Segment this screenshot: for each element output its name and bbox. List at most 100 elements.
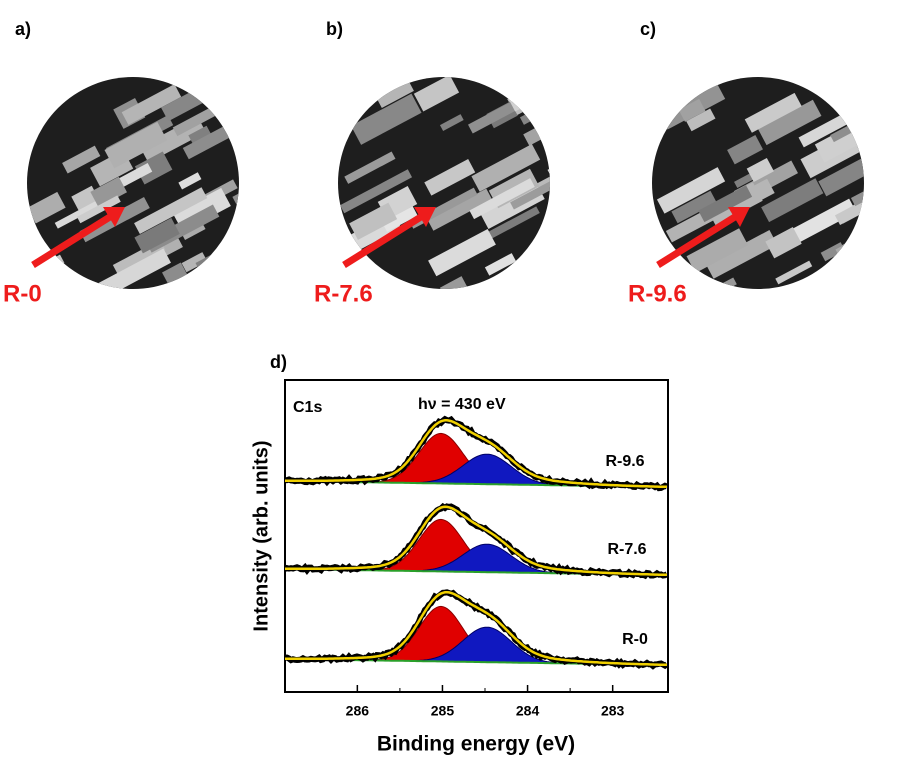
domain — [188, 125, 212, 145]
arrow-head — [414, 207, 436, 227]
domain — [232, 168, 239, 206]
domain — [533, 77, 550, 89]
domain — [221, 91, 239, 127]
domain — [121, 84, 182, 125]
curve-label: R-9.6 — [605, 453, 644, 470]
domain — [104, 121, 168, 169]
spectra — [285, 415, 668, 670]
domain — [698, 185, 753, 223]
domain — [537, 225, 550, 271]
domain — [820, 242, 846, 262]
domain — [469, 178, 535, 220]
arrow — [342, 212, 426, 268]
chart-title: C1s — [293, 399, 322, 416]
curve-label: R-0 — [622, 631, 648, 648]
domain — [216, 78, 239, 108]
domain — [350, 93, 422, 145]
domain — [439, 276, 468, 289]
domain — [830, 77, 864, 110]
domain — [338, 77, 382, 85]
domain — [484, 253, 517, 276]
panel-label: a) — [15, 19, 31, 39]
domain — [340, 169, 413, 214]
domain — [76, 195, 121, 224]
domain — [784, 198, 857, 247]
domain — [744, 92, 802, 133]
x-tick-label: 286 — [346, 703, 370, 719]
panel-label: b) — [326, 19, 343, 39]
domain — [523, 105, 550, 146]
domain — [181, 252, 208, 273]
fit — [285, 505, 667, 577]
domain — [542, 218, 550, 261]
curve-label: R-7.6 — [607, 541, 646, 558]
domain — [380, 203, 418, 232]
x-tick-label: 284 — [516, 703, 540, 719]
domain — [656, 167, 726, 214]
micrograph: a) R-0 — [3, 19, 239, 307]
domain — [468, 98, 522, 134]
domain — [439, 114, 464, 131]
domain — [486, 206, 540, 240]
x-tick-label: 283 — [601, 703, 625, 719]
domain — [818, 147, 864, 197]
domain — [686, 108, 716, 132]
domain — [222, 230, 239, 283]
domain — [349, 202, 398, 240]
panel-label: d) — [270, 352, 287, 372]
domain — [855, 201, 864, 245]
panel-label: c) — [640, 19, 656, 39]
micrograph: c) R-9.6 — [628, 19, 864, 307]
domain — [428, 228, 496, 277]
x-tick-label: 285 — [431, 703, 455, 719]
image-texture — [27, 78, 239, 289]
domain — [775, 260, 813, 285]
domain — [222, 235, 239, 261]
domain — [686, 228, 749, 274]
domain — [134, 151, 173, 185]
domain — [413, 77, 460, 112]
domain — [727, 135, 763, 165]
arrow — [31, 212, 115, 268]
domain — [705, 229, 778, 279]
domain — [547, 146, 550, 189]
domain — [508, 77, 550, 112]
sample-label: R-7.6 — [314, 280, 373, 307]
domain — [424, 159, 476, 196]
arrow — [656, 212, 740, 268]
domain — [344, 151, 396, 184]
domain — [761, 178, 824, 223]
fit — [285, 590, 667, 667]
x-axis-label: Binding energy (eV) — [377, 733, 575, 756]
domain — [471, 144, 541, 192]
domain — [834, 178, 864, 226]
domain — [427, 188, 493, 231]
domain — [765, 227, 802, 259]
y-axis-label: Intensity (arb. units) — [250, 440, 272, 631]
micrographs: a) R-0 b) R-7.6 c) R-9.6 — [3, 19, 864, 307]
domain — [90, 176, 128, 208]
micrograph: b) R-7.6 — [314, 19, 550, 307]
domain — [178, 172, 202, 190]
domain — [134, 217, 180, 254]
domain — [539, 268, 550, 286]
domain — [671, 190, 717, 224]
sample-label: R-0 — [3, 280, 42, 307]
domain — [134, 187, 208, 234]
domain — [746, 157, 774, 182]
annotation: hν = 430 eV — [418, 396, 506, 413]
fit — [285, 419, 667, 489]
domain — [62, 145, 101, 174]
arrow-head — [728, 207, 750, 227]
domain — [678, 98, 706, 122]
sample-label: R-9.6 — [628, 280, 687, 307]
domain — [757, 99, 822, 146]
domain — [519, 87, 550, 125]
arrow-head — [103, 207, 125, 227]
domain — [814, 123, 864, 163]
plot-frame — [284, 379, 669, 693]
domain — [209, 251, 239, 289]
domain — [27, 191, 66, 224]
domain — [510, 171, 550, 210]
